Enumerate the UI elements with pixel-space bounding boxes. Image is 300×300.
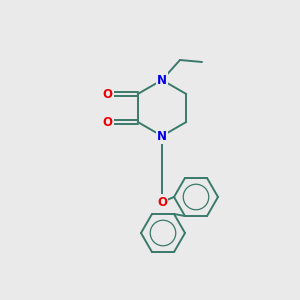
Text: N: N [157, 74, 167, 86]
Text: N: N [157, 130, 167, 142]
Text: O: O [103, 116, 113, 128]
Text: O: O [103, 88, 113, 100]
Text: O: O [157, 196, 167, 208]
